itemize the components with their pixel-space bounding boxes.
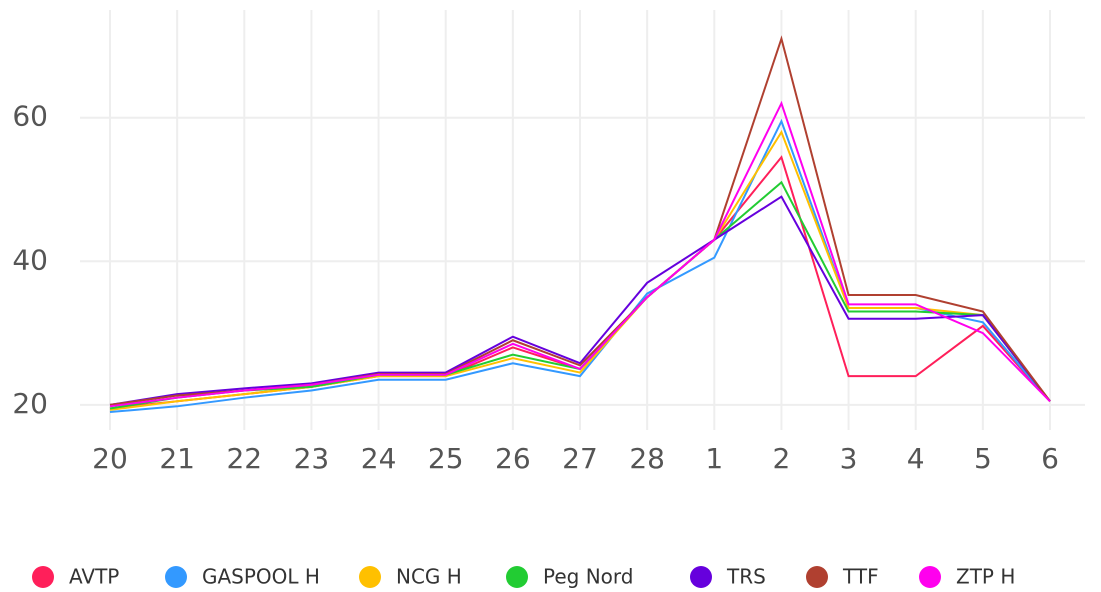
legend-swatch[interactable] bbox=[359, 566, 381, 588]
series-line bbox=[109, 129, 1051, 411]
series-line bbox=[109, 100, 1051, 408]
legend-label[interactable]: TRS bbox=[726, 565, 766, 589]
legend-swatch[interactable] bbox=[506, 566, 528, 588]
x-tick-label: 22 bbox=[226, 442, 262, 475]
x-tick-label: 21 bbox=[159, 442, 195, 475]
x-tick-label: 26 bbox=[495, 442, 531, 475]
x-tick-label: 28 bbox=[629, 442, 665, 475]
legend-swatch[interactable] bbox=[32, 566, 54, 588]
series-line bbox=[109, 195, 1051, 406]
x-tick-label: 23 bbox=[294, 442, 330, 475]
x-tick-label: 6 bbox=[1041, 442, 1059, 475]
y-tick-label: 40 bbox=[12, 243, 48, 276]
legend-swatch[interactable] bbox=[806, 566, 828, 588]
x-tick-label: 2 bbox=[773, 442, 791, 475]
x-tick-label: 3 bbox=[840, 442, 858, 475]
legend-label[interactable]: TTF bbox=[842, 565, 879, 589]
legend-label[interactable]: Peg Nord bbox=[543, 565, 633, 589]
legend-label[interactable]: AVTP bbox=[69, 565, 119, 589]
legend-swatch[interactable] bbox=[690, 566, 712, 588]
x-tick-label: 1 bbox=[705, 442, 723, 475]
x-tick-label: 5 bbox=[974, 442, 992, 475]
legend-swatch[interactable] bbox=[919, 566, 941, 588]
x-tick-label: 20 bbox=[92, 442, 128, 475]
legend-label[interactable]: NCG H bbox=[396, 565, 462, 589]
legend-swatch[interactable] bbox=[165, 566, 187, 588]
x-tick-label: 24 bbox=[361, 442, 397, 475]
y-tick-label: 20 bbox=[12, 387, 48, 420]
legend-label[interactable]: GASPOOL H bbox=[202, 565, 320, 589]
x-tick-label: 4 bbox=[907, 442, 925, 475]
y-tick-label: 60 bbox=[12, 100, 48, 133]
x-tick-label: 27 bbox=[562, 442, 598, 475]
x-tick-label: 25 bbox=[428, 442, 464, 475]
legend-label[interactable]: ZTP H bbox=[956, 565, 1015, 589]
